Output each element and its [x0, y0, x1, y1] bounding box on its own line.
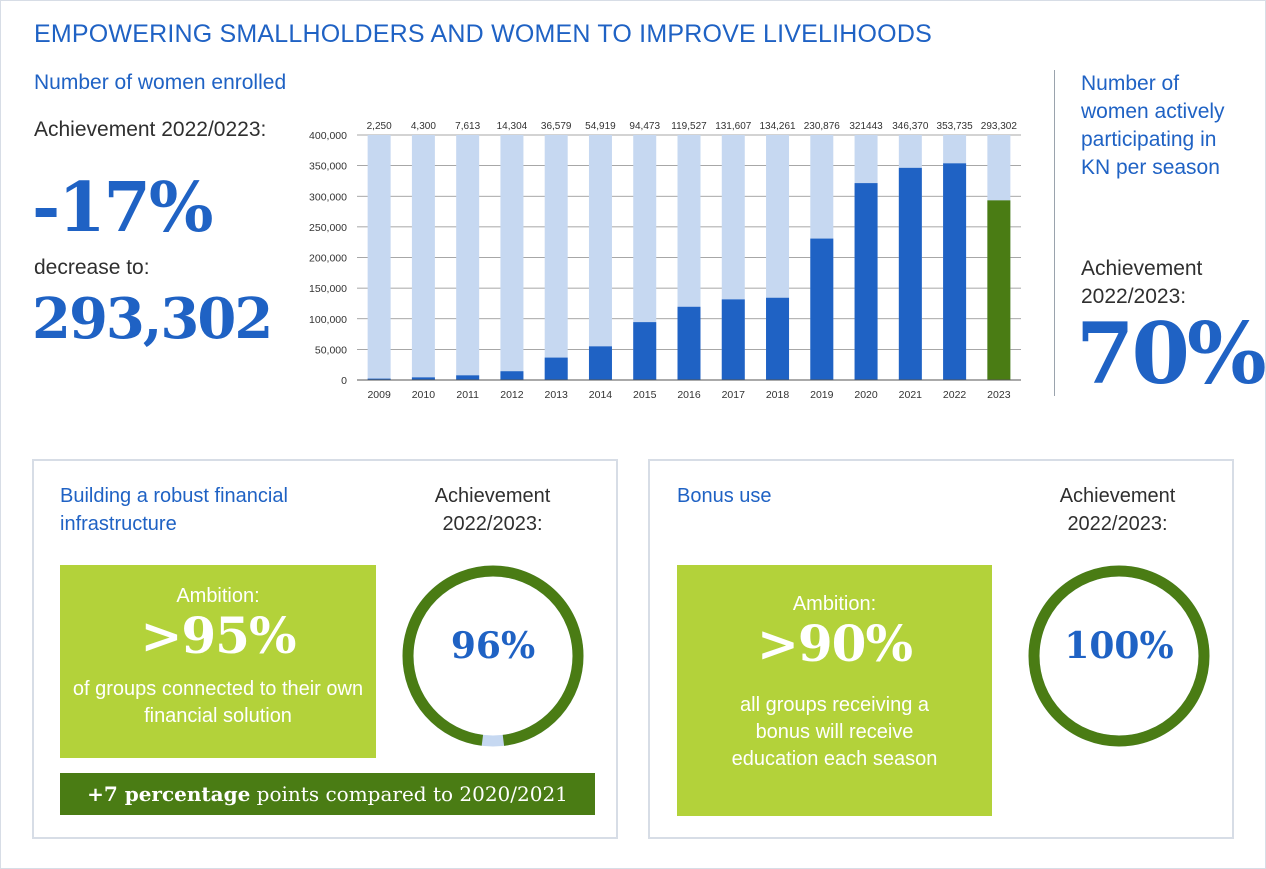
bar-2017 [721, 299, 745, 380]
y-tick-label: 250,000 [309, 222, 347, 234]
x-tick-2018: 2018 [766, 389, 790, 401]
chart-x-ticks: 2009 2010 2011 2012 2013 2014 2015 2016 2017 2018… [357, 379, 1021, 401]
women-enrolled-chart: 2,250 4,300 7,613 14,304 36,579 54,919 94,473 1… [309, 121, 1021, 401]
bonus-ambition-value: >90% [757, 614, 913, 673]
bonus-panel-title: Bonus use [677, 485, 772, 507]
x-tick-2010: 2010 [412, 389, 436, 401]
x-tick-2015: 2015 [633, 389, 657, 401]
bar-background [633, 135, 657, 380]
data-label-2010: 4,300 [411, 121, 436, 132]
bonus-achievement-label: Achievement 2022/2023: [1059, 485, 1176, 535]
y-tick-label: 150,000 [309, 283, 347, 295]
bar-2012 [500, 371, 524, 380]
data-label-2012: 14,304 [497, 121, 528, 132]
x-tick-2023: 2023 [987, 389, 1011, 401]
y-tick-label: 0 [341, 375, 347, 387]
financial-achievement-ring [402, 565, 584, 747]
x-tick-2016: 2016 [677, 389, 701, 401]
data-label-2023: 293,302 [981, 121, 1018, 132]
bar-background [411, 135, 435, 380]
data-label-2019: 230,876 [804, 121, 841, 132]
left-change-value: -17% [32, 168, 213, 248]
bar-2010 [411, 377, 435, 380]
financial-achievement-label: Achievement 2022/2023: [434, 485, 551, 535]
right-achievement-label: Achievement 2022/2023: [1081, 257, 1203, 308]
financial-ambition-desc: of groups connected to their own financi… [72, 678, 364, 727]
financial-ambition-value: >95% [140, 606, 297, 665]
x-tick-2020: 2020 [854, 389, 878, 401]
x-tick-2013: 2013 [545, 389, 569, 401]
data-label-2013: 36,579 [541, 121, 572, 132]
bar-background [500, 135, 524, 380]
left-achievement-label: Achievement 2022/0223: [34, 118, 267, 141]
bar-2022 [943, 163, 967, 380]
bar-2023 [987, 200, 1011, 380]
x-tick-2011: 2011 [456, 389, 479, 401]
y-tick-label: 50,000 [315, 344, 347, 356]
y-tick-label: 350,000 [309, 161, 347, 173]
data-label-2020: 321443 [849, 121, 883, 132]
bar-background [588, 135, 612, 380]
x-tick-2014: 2014 [589, 389, 613, 401]
bar-2018 [766, 297, 790, 380]
chart-bars [367, 163, 1011, 380]
bar-2009 [367, 378, 391, 380]
y-tick-label: 100,000 [309, 314, 347, 326]
data-label-2018: 134,261 [759, 121, 796, 132]
bar-2015 [633, 322, 657, 380]
data-label-2017: 131,607 [715, 121, 752, 132]
data-label-2014: 54,919 [585, 121, 616, 132]
x-tick-2012: 2012 [500, 389, 524, 401]
data-label-2022: 353,735 [937, 121, 974, 132]
financial-ambition-label: Ambition: [176, 585, 260, 607]
data-label-2011: 7,613 [455, 121, 480, 132]
bonus-ring-progress [1028, 565, 1210, 747]
bonus-ambition-box: Ambition: >90% all groups receiving a bo… [677, 565, 992, 816]
vertical-divider [1054, 70, 1055, 396]
bar-background [456, 135, 480, 380]
page-title: EMPOWERING SMALLHOLDERS AND WOMEN TO IMP… [34, 20, 932, 48]
bar-2016 [677, 306, 701, 380]
footer-rest-text: points compared to 2020/2021 [250, 782, 568, 806]
chart-y-ticks: 0 50,000 100,000 150,000 200,000 250,000 300,0… [309, 130, 347, 387]
bar-2014 [588, 346, 612, 380]
x-tick-2009: 2009 [367, 389, 391, 401]
bar-2011 [456, 375, 480, 380]
footer-bold-text: +7 percentage [87, 782, 251, 806]
bar-background [544, 135, 568, 380]
left-decrease-label: decrease to: [34, 256, 150, 279]
section-subtitle: Number of women enrolled [34, 71, 287, 94]
chart-data-labels: 2,250 4,300 7,613 14,304 36,579 54,919 94,473 1… [367, 121, 1018, 132]
bonus-achievement-ring [1028, 565, 1210, 747]
data-label-2021: 346,370 [892, 121, 929, 132]
bar-2020 [854, 183, 878, 380]
financial-footer-bar: +7 percentage points compared to 2020/20… [60, 773, 595, 815]
y-tick-label: 300,000 [309, 191, 347, 203]
bonus-ring-value: 100% [1064, 625, 1174, 667]
right-stat-value: 70% [1076, 304, 1266, 403]
financial-ring-value: 96% [450, 625, 536, 667]
x-tick-2017: 2017 [722, 389, 746, 401]
bar-2013 [544, 357, 568, 380]
data-label-2009: 2,250 [367, 121, 392, 132]
x-tick-2021: 2021 [899, 389, 923, 401]
x-tick-2019: 2019 [810, 389, 834, 401]
data-label-2016: 119,527 [671, 121, 707, 132]
financial-ring-progress [402, 565, 584, 747]
data-label-2015: 94,473 [629, 121, 660, 132]
bonus-ambition-label: Ambition: [792, 593, 877, 615]
right-stat-title: Number of women actively participating i… [1081, 72, 1225, 179]
x-tick-2022: 2022 [943, 389, 967, 401]
bar-2019 [810, 238, 834, 380]
financial-ambition-box: Ambition: >95% of groups connected to th… [60, 565, 376, 758]
bar-background [367, 135, 391, 380]
y-tick-label: 400,000 [309, 130, 347, 142]
bonus-ambition-desc: all groups receiving a bonus will receiv… [731, 694, 938, 770]
bar-2021 [898, 167, 922, 380]
left-enrolled-value: 293,302 [32, 286, 273, 352]
y-tick-label: 200,000 [309, 253, 347, 265]
financial-panel-title: Building a robust financial infrastructu… [60, 485, 288, 535]
